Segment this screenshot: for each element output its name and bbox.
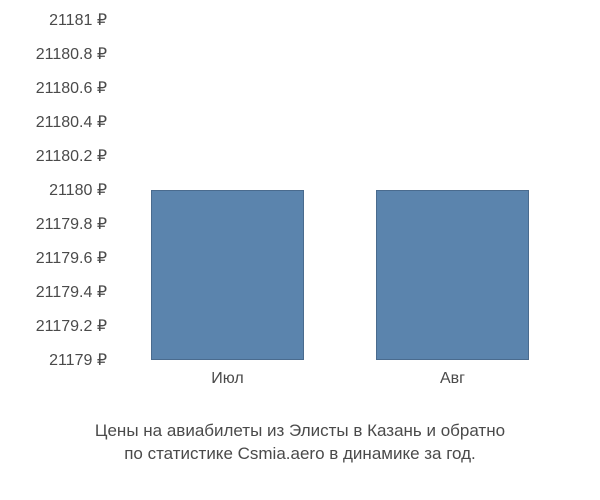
price-chart: 21181 ₽ 21180.8 ₽ 21180.6 ₽ 21180.4 ₽ 21180.… bbox=[0, 0, 600, 500]
y-tick-label: 21180.6 ₽ bbox=[36, 78, 115, 98]
y-tick-label: 21180.4 ₽ bbox=[36, 112, 115, 132]
y-tick-label: 21180 ₽ bbox=[49, 180, 115, 200]
caption-line-2: по статистике Csmia.aero в динамике за г… bbox=[124, 444, 476, 463]
x-tick-label: Авг bbox=[440, 360, 465, 388]
caption-line-1: Цены на авиабилеты из Элисты в Казань и … bbox=[95, 421, 505, 440]
y-tick-label: 21179.6 ₽ bbox=[36, 248, 115, 268]
y-tick-label: 21179.2 ₽ bbox=[36, 316, 115, 336]
x-tick-label: Июл bbox=[211, 360, 243, 388]
y-tick-label: 21181 ₽ bbox=[49, 10, 115, 30]
y-tick-label: 21179 ₽ bbox=[49, 350, 115, 370]
bar bbox=[151, 190, 304, 360]
bar bbox=[376, 190, 529, 360]
y-tick-label: 21179.8 ₽ bbox=[36, 214, 115, 234]
chart-caption: Цены на авиабилеты из Элисты в Казань и … bbox=[0, 420, 600, 466]
y-tick-label: 21179.4 ₽ bbox=[36, 282, 115, 302]
y-tick-label: 21180.8 ₽ bbox=[36, 44, 115, 64]
y-tick-label: 21180.2 ₽ bbox=[36, 146, 115, 166]
plot-area: 21181 ₽21180.8 ₽21180.6 ₽21180.4 ₽21180.… bbox=[115, 20, 565, 360]
